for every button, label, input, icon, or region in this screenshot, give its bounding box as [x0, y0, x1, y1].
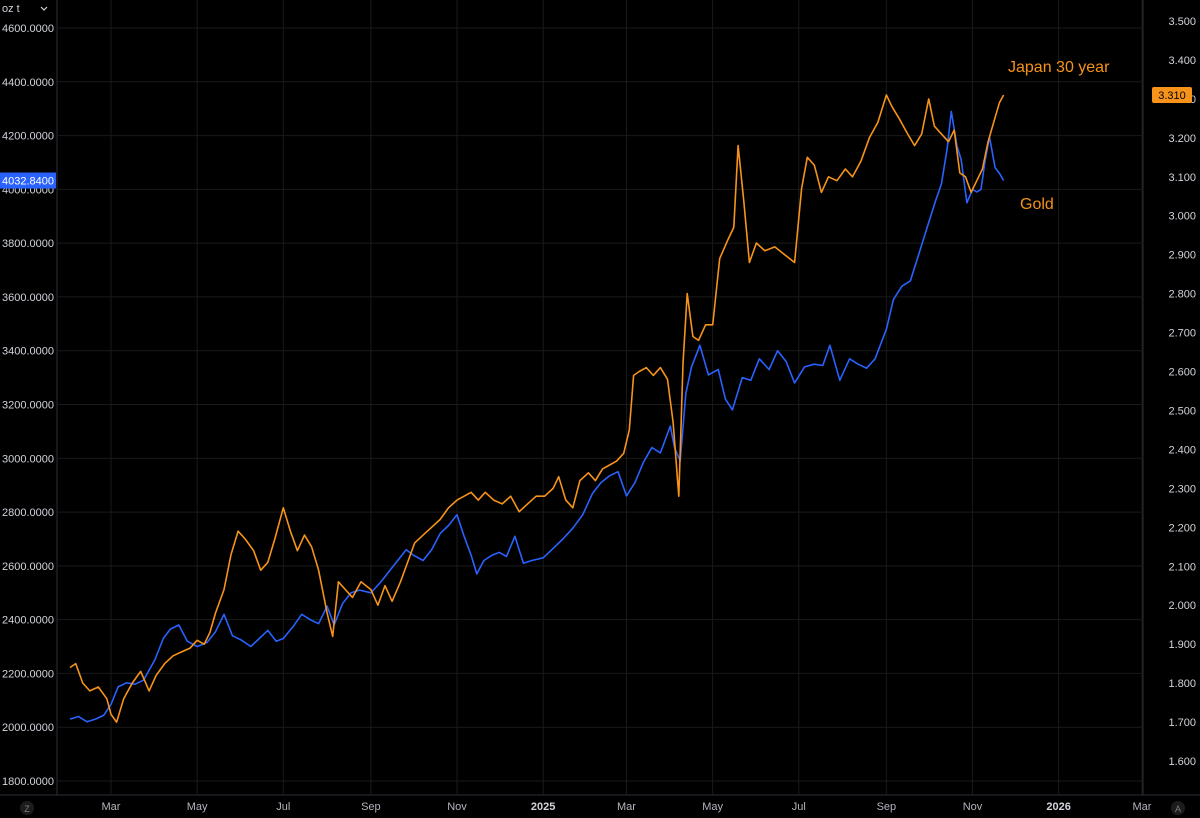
right-tick-label: 1.800 [1168, 678, 1196, 690]
right-tick-label: 3.400 [1168, 55, 1196, 67]
right-tick-label: 2.600 [1168, 367, 1196, 379]
time-tick-label: 2025 [531, 801, 555, 813]
series-label-japan: Japan 30 year [1008, 59, 1110, 76]
left-tick-label: 2800.0000 [2, 507, 54, 519]
right-price-axis[interactable]: 1.600 1.700 1.800 1.900 2.000 2.100 2.200 2.300… [1168, 16, 1196, 768]
right-tick-label: 2.000 [1168, 600, 1196, 612]
right-tick-label: 2.700 [1168, 328, 1196, 340]
right-tick-label: 2.800 [1168, 289, 1196, 301]
right-tick-label: 2.200 [1168, 522, 1196, 534]
last-value-badge-gold [0, 172, 56, 189]
left-tick-label: 4400.0000 [2, 77, 54, 89]
left-tick-label: 1800.0000 [2, 776, 54, 788]
series-line-gold [69, 110, 1005, 723]
time-axis[interactable]: Mar May Jul Sep Nov 2025 Mar May Jul Sep Nov 2026 Ma… [102, 801, 1152, 813]
left-tick-label: 2400.0000 [2, 615, 54, 627]
series-layer [69, 94, 1005, 723]
right-tick-label: 2.300 [1168, 483, 1196, 495]
right-tick-label: 1.900 [1168, 639, 1196, 651]
time-tick-label: Mar [1133, 801, 1152, 813]
left-tick-label: 3200.0000 [2, 400, 54, 412]
time-tick-label: Mar [617, 801, 636, 813]
series-label-gold: Gold [1020, 196, 1054, 213]
corner-button-right-label: A [1175, 804, 1181, 814]
right-tick-label: 2.400 [1168, 444, 1196, 456]
corner-button-left[interactable] [20, 801, 34, 815]
time-tick-label: Sep [877, 801, 897, 813]
left-price-axis[interactable]: 1800.0000 2000.0000 2200.0000 2400.0000 2600… [2, 23, 54, 788]
left-tick-label: 2200.0000 [2, 668, 54, 680]
time-tick-label: Jul [276, 801, 290, 813]
time-tick-label: Mar [102, 801, 121, 813]
corner-button-right[interactable] [1171, 801, 1185, 815]
left-tick-label: 2600.0000 [2, 561, 54, 573]
right-tick-label: 3.100 [1168, 172, 1196, 184]
time-tick-label: Nov [963, 801, 983, 813]
time-tick-label: Nov [447, 801, 467, 813]
left-tick-label: 3800.0000 [2, 238, 54, 250]
chevron-down-icon[interactable] [40, 6, 48, 11]
right-tick-label: 2.100 [1168, 561, 1196, 573]
time-tick-label: Sep [361, 801, 381, 813]
series-line-japan [69, 94, 1005, 723]
right-tick-label: 2.900 [1168, 250, 1196, 262]
right-tick-label: 2.500 [1168, 405, 1196, 417]
unit-label[interactable]: oz t [2, 3, 20, 15]
left-tick-label: 3000.0000 [2, 453, 54, 465]
time-tick-label: 2026 [1046, 801, 1070, 813]
left-tick-label: 4600.0000 [2, 23, 54, 35]
left-tick-label: 4200.0000 [2, 131, 54, 143]
last-value-gold: 4032.8400 [2, 176, 54, 188]
right-tick-label: 3.500 [1168, 16, 1196, 28]
right-tick-label: 1.700 [1168, 717, 1196, 729]
time-tick-label: May [702, 801, 723, 813]
right-tick-label: 1.600 [1168, 756, 1196, 768]
right-tick-label: 3.000 [1168, 211, 1196, 223]
corner-button-left-label: Z [24, 804, 30, 814]
last-value-japan: 3.310 [1158, 90, 1186, 102]
grid [0, 0, 1200, 796]
time-tick-label: May [187, 801, 208, 813]
left-tick-label: 3400.0000 [2, 346, 54, 358]
left-tick-label: 2000.0000 [2, 722, 54, 734]
last-value-badge-japan [1152, 87, 1192, 103]
time-tick-label: Jul [792, 801, 806, 813]
right-tick-label: 3.200 [1168, 133, 1196, 145]
last-value-badges: 4032.8400 3.310 [0, 87, 1192, 189]
left-tick-label: 3600.0000 [2, 292, 54, 304]
